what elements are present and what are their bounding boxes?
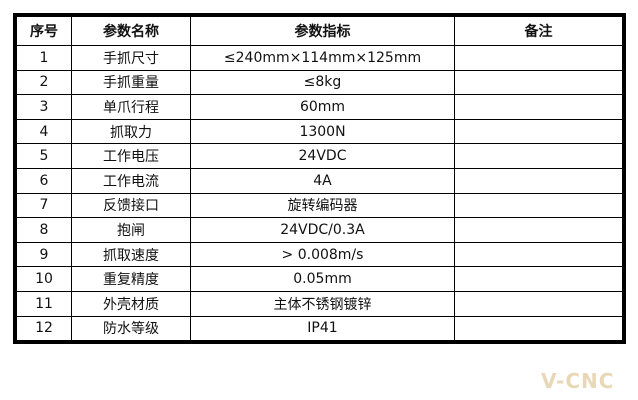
table-row: 5 工作电压 24VDC [14,143,625,169]
param-value: 4A [190,167,455,194]
param-name: 重复精度 [71,266,191,292]
table-row: 10 重复精度 0.05mm [14,266,625,292]
table-header-row: 序号 参数名称 参数指标 备注 [14,14,625,46]
remark [454,69,625,96]
table-row: 8 抱闸 24VDC/0.3A [14,217,625,243]
param-name: 抓取速度 [71,241,191,268]
param-name: 工作电流 [71,167,191,194]
param-value: 60mm [190,94,455,120]
remark [454,241,625,268]
table-row: 7 反馈接口 旋转编码器 [14,192,625,219]
row-index: 11 [14,290,72,317]
remark [454,45,625,71]
param-name: 手抓重量 [71,69,191,96]
table-row: 4 抓取力 1300N [14,118,625,145]
header-param-value: 参数指标 [190,14,455,46]
param-value: 0.05mm [190,266,455,292]
param-name: 手抓尺寸 [71,45,191,71]
header-param-name: 参数名称 [71,14,191,46]
param-value: 旋转编码器 [190,192,455,219]
row-index: 1 [14,45,72,71]
remark [454,266,625,292]
remark [454,167,625,194]
remark [454,217,625,243]
row-index: 2 [14,69,72,96]
param-value: 主体不锈钢镀锌 [190,290,455,317]
param-value: IP41 [190,315,455,343]
remark [454,143,625,169]
remark [454,94,625,120]
table-row: 11 外壳材质 主体不锈钢镀锌 [14,290,625,317]
remark [454,315,625,343]
param-name: 抱闸 [71,217,191,243]
remark [454,118,625,145]
table-row: 1 手抓尺寸 ≤240mm×114mm×125mm [14,45,625,71]
row-index: 10 [14,266,72,292]
table-row: 6 工作电流 4A [14,167,625,194]
param-name: 反馈接口 [71,192,191,219]
param-value: > 0.008m/s [190,241,455,268]
spec-table: 序号 参数名称 参数指标 备注 1 手抓尺寸 ≤240mm×114mm×125mm 2… [13,13,626,345]
header-remark: 备注 [454,14,625,46]
row-index: 4 [14,118,72,145]
param-value: 24VDC [190,143,455,169]
header-index: 序号 [14,14,72,46]
remark [454,290,625,317]
table-row: 3 单爪行程 60mm [14,94,625,120]
param-name: 工作电压 [71,143,191,169]
table-row: 2 手抓重量 ≤8kg [14,69,625,96]
row-index: 12 [14,315,72,343]
row-index: 5 [14,143,72,169]
row-index: 8 [14,217,72,243]
row-index: 7 [14,192,72,219]
param-value: 24VDC/0.3A [190,217,455,243]
param-name: 防水等级 [71,315,191,343]
table-row: 12 防水等级 IP41 [14,315,625,343]
param-value: 1300N [190,118,455,145]
remark [454,192,625,219]
table-row: 9 抓取速度 > 0.008m/s [14,241,625,268]
param-name: 抓取力 [71,118,191,145]
param-value: ≤240mm×114mm×125mm [190,45,455,71]
param-name: 单爪行程 [71,94,191,120]
row-index: 9 [14,241,72,268]
param-value: ≤8kg [190,69,455,96]
param-name: 外壳材质 [71,290,191,317]
row-index: 3 [14,94,72,120]
watermark-logo: V-CNC [541,369,615,393]
row-index: 6 [14,167,72,194]
